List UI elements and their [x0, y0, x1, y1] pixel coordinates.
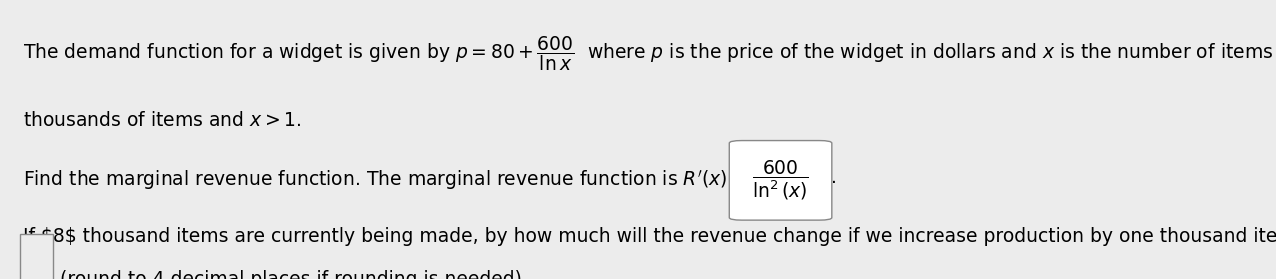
Text: If $8$ thousand items are currently being made, by how much will the revenue cha: If $8$ thousand items are currently bein… [23, 227, 1276, 246]
Text: .: . [831, 167, 837, 187]
Text: Find the marginal revenue function. The marginal revenue function is $R'(x) =$: Find the marginal revenue function. The … [23, 167, 746, 191]
Text: $\dfrac{600}{\ln^2(x)}$: $\dfrac{600}{\ln^2(x)}$ [752, 159, 809, 202]
Text: (round to 4 decimal places if rounding is needed): (round to 4 decimal places if rounding i… [60, 270, 522, 279]
FancyBboxPatch shape [730, 141, 832, 220]
Text: The demand function for a widget is given by $p = 80 + \dfrac{600}{\ln x}$  wher: The demand function for a widget is give… [23, 34, 1276, 73]
FancyBboxPatch shape [20, 234, 52, 279]
Text: thousands of items and $x > 1$.: thousands of items and $x > 1$. [23, 111, 301, 130]
